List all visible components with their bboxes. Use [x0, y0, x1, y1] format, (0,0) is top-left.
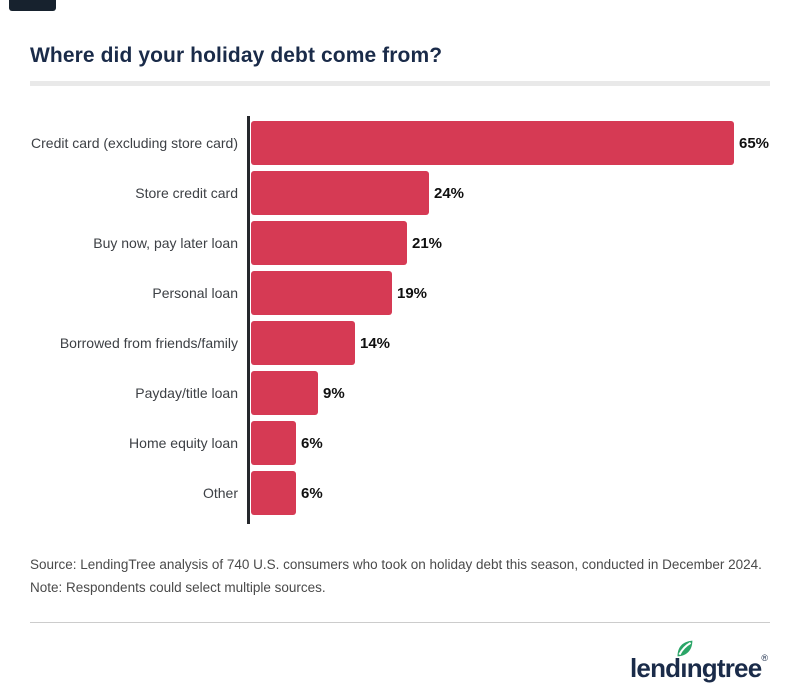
bar-cell: 6% — [247, 421, 770, 465]
chart-title: Where did your holiday debt come from? — [30, 44, 443, 67]
chart-row: Other 6% — [30, 468, 770, 518]
bar-label: Store credit card — [135, 185, 238, 201]
bar — [251, 421, 296, 465]
bar-value: 6% — [301, 484, 323, 502]
bar-value: 6% — [301, 434, 323, 452]
logo-text-i: ı — [680, 652, 687, 683]
bar-label: Buy now, pay later loan — [93, 235, 238, 251]
bar-cell: 19% — [247, 271, 770, 315]
bar — [251, 321, 355, 365]
page: Where did your holiday debt come from? C… — [30, 44, 770, 681]
bar-cell: 6% — [247, 471, 770, 515]
bar — [251, 371, 318, 415]
logo-text-post: ngtree — [686, 652, 762, 683]
title-divider — [30, 81, 770, 86]
chart-row: Home equity loan 6% — [30, 418, 770, 468]
bar — [251, 121, 734, 165]
chart-row: Borrowed from friends/family 14% — [30, 318, 770, 368]
bar-value: 9% — [323, 384, 345, 402]
chart-row: Personal loan 19% — [30, 268, 770, 318]
leaf-icon — [677, 640, 693, 657]
chart-row: Payday/title loan 9% — [30, 368, 770, 418]
footer-divider — [30, 621, 770, 623]
chart-row: Credit card (excluding store card) 65% — [30, 118, 770, 168]
bar — [251, 471, 296, 515]
bar-label: Home equity loan — [129, 435, 238, 451]
bar-cell: 9% — [247, 371, 770, 415]
bar-value: 65% — [739, 134, 770, 152]
bar-label: Credit card (excluding store card) — [31, 135, 238, 151]
bar-cell: 14% — [247, 321, 770, 365]
bar-cell: 65% — [247, 121, 770, 165]
bar-value: 24% — [434, 184, 465, 202]
bar-label: Other — [202, 485, 238, 501]
y-axis-line — [247, 116, 250, 524]
logo-i-wrap: ı — [677, 640, 693, 683]
lendingtree-logo: lend ıngtree® — [630, 639, 770, 681]
registered-mark: ® — [761, 652, 768, 663]
footer: lend ıngtree® — [30, 639, 770, 681]
bar-label: Personal loan — [152, 285, 238, 301]
bar — [251, 221, 407, 265]
bar-cell: 21% — [247, 221, 770, 265]
bar-value: 21% — [412, 234, 443, 252]
bar-value: 14% — [360, 334, 391, 352]
logo-text-pre: lend — [630, 652, 681, 683]
bar-cell: 24% — [247, 171, 770, 215]
bar-chart: Credit card (excluding store card) 65% S… — [30, 116, 770, 524]
chart-row: Store credit card 24% — [30, 168, 770, 218]
bar — [251, 271, 392, 315]
bar — [251, 171, 429, 215]
bar-label: Payday/title loan — [135, 385, 238, 401]
top-left-artifact — [9, 0, 56, 11]
chart-row: Buy now, pay later loan 21% — [30, 218, 770, 268]
bar-rows: Credit card (excluding store card) 65% S… — [30, 116, 770, 524]
bar-value: 19% — [397, 284, 428, 302]
source-note: Source: LendingTree analysis of 740 U.S.… — [30, 557, 762, 595]
bar-label: Borrowed from friends/family — [59, 335, 238, 351]
